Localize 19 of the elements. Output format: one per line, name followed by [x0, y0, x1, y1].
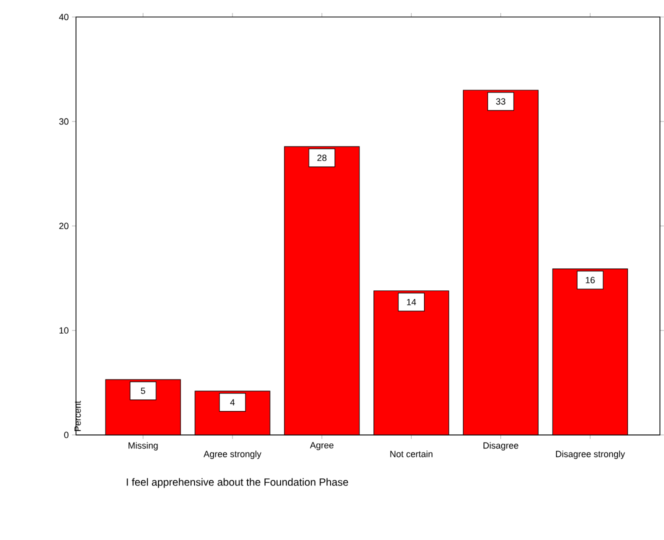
y-axis-title: Percent — [74, 400, 81, 432]
x-tick-label: Missing — [128, 442, 158, 451]
y-tick-label: 20 — [59, 222, 68, 230]
data-label: 5 — [140, 388, 146, 394]
x-tick-label: Disagree — [484, 442, 518, 451]
data-label: 4 — [230, 399, 235, 406]
x-tick-label: Not certain — [390, 450, 432, 458]
data-label: 28 — [317, 154, 326, 162]
y-tick-label: 30 — [59, 118, 68, 125]
y-tick-label: 10 — [60, 327, 68, 334]
data-label: 16 — [586, 276, 595, 284]
x-tick-label: Agree — [310, 442, 334, 450]
y-tick-label: 0 — [64, 432, 68, 438]
x-axis-title: I feel apprehensive about the Foundation Phase — [126, 478, 348, 488]
y-tick-label: 40 — [59, 14, 68, 20]
data-label: 14 — [407, 298, 416, 306]
data-label: 33 — [496, 98, 506, 105]
x-tick-label: Agree strongly — [204, 450, 262, 460]
x-tick-label: Disagree strongly — [556, 450, 625, 460]
